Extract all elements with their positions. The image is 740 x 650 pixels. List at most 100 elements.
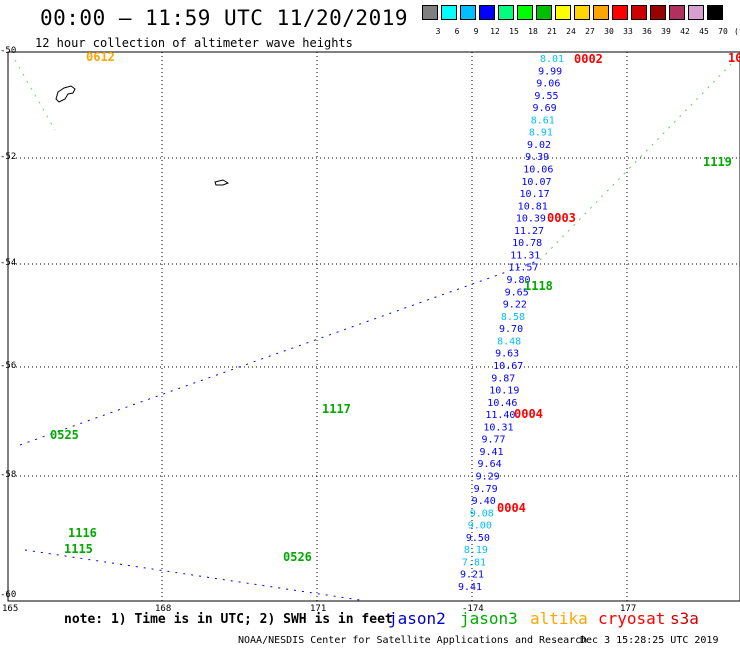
colorbar-label: 3: [435, 27, 441, 36]
colorbar-label: 42: [680, 27, 690, 36]
mission-s3a: s3a: [670, 609, 699, 628]
jason3-west-track: [14, 59, 56, 131]
swh-value: 9.39: [525, 152, 549, 163]
swh-value: 9.00: [468, 521, 492, 532]
swh-value: 9.70: [499, 324, 523, 335]
swh-value: 9.63: [495, 349, 519, 360]
generation-timestamp: Dec 3 15:28:25 UTC 2019: [580, 635, 719, 646]
swh-values: 8.019.99 9.069.559.698.61 8.919.029.39 10.0…: [14, 54, 736, 601]
page-title: 00:00 – 11:59 UTC 11/20/2019: [40, 6, 409, 30]
swh-value: 9.69: [533, 103, 557, 114]
colorbar-swatch: [441, 5, 457, 20]
swh-value: 9.99: [538, 66, 562, 77]
colorbar-label: 9: [473, 27, 479, 36]
mission-altika: altika: [530, 609, 588, 628]
swh-value: 10.17: [520, 189, 550, 200]
colorbar-label: 24: [566, 27, 576, 36]
swh-value: 7.81: [462, 557, 486, 568]
colorbar-swatch: [650, 5, 666, 20]
swh-value: 9.21: [460, 570, 484, 581]
footer-note: note: 1) Time is in UTC; 2) SWH is in fe…: [64, 612, 393, 627]
swh-value: 10.19: [489, 386, 519, 397]
latitude-label: -50: [0, 46, 17, 56]
colorbar-swatch: [593, 5, 609, 20]
swh-value: 8.91: [529, 128, 553, 139]
pass-time-label: 0612: [86, 50, 115, 64]
swh-value: 9.41: [458, 582, 482, 593]
colorbar-swatch: [555, 5, 571, 20]
swh-value: 9.79: [474, 484, 498, 495]
longitude-label: -174: [462, 604, 484, 614]
colorbar-label: 21: [547, 27, 557, 36]
campbell-island: [214, 179, 230, 186]
swh-value: 9.06: [536, 79, 560, 90]
swh-value: 11.57: [508, 263, 538, 274]
latitude-label: -54: [0, 258, 17, 268]
pass-time-label: 10: [728, 51, 740, 65]
swh-value: 9.22: [503, 300, 527, 311]
swh-value: 8.19: [464, 545, 488, 556]
map-frame: [7, 51, 740, 602]
latitude-label: -60: [0, 590, 17, 600]
swh-value: 10.81: [518, 201, 548, 212]
colorbar-label: 18: [528, 27, 538, 36]
latitude-label: -56: [0, 361, 17, 371]
swh-value: 10.67: [493, 361, 523, 372]
swh-value: 11.40: [485, 410, 515, 421]
pass-time-label: 0004: [497, 501, 526, 515]
longitude-label: 165: [2, 604, 19, 614]
colorbar-swatch: [631, 5, 647, 20]
swh-value: 9.65: [505, 287, 529, 298]
islands: [55, 85, 230, 186]
colorbar-swatch: [422, 5, 438, 20]
pass-time-label: 0525: [50, 428, 79, 442]
pass-time-label: 1116: [68, 526, 97, 540]
credit-line: NOAA/NESDIS Center for Satellite Applica…: [238, 635, 588, 646]
colorbar-label: 6: [454, 27, 460, 36]
colorbar-swatch: [574, 5, 590, 20]
colorbar-swatch: [707, 5, 723, 20]
pass-time-label: 0003: [547, 211, 576, 225]
colorbar-label: 36: [642, 27, 652, 36]
graticule: [8, 52, 740, 601]
swh-value: 9.40: [472, 496, 496, 507]
pass-time-label: 1115: [64, 542, 93, 556]
colorbar-label: 27: [585, 27, 595, 36]
swh-value: 8.01: [540, 54, 564, 65]
mission-jason2: jason2: [388, 609, 446, 628]
colorbar-label: 45: [699, 27, 709, 36]
pass-time-labels: 0612 0002 0003 0004 0004 1119 1118 1117 0525 1116…: [50, 50, 740, 564]
mission-cryosat: cryosat: [598, 609, 666, 628]
swh-value: 8.58: [501, 312, 525, 323]
auckland-islands: [55, 85, 76, 103]
colorbar-swatch: [536, 5, 552, 20]
swh-value: 9.02: [527, 140, 551, 151]
swh-value: 9.50: [466, 533, 490, 544]
swh-value: 9.08: [470, 508, 494, 519]
colorbar-swatch: [460, 5, 476, 20]
pass-time-label: 1119: [703, 155, 732, 169]
swh-value: 9.64: [478, 459, 502, 470]
swh-value: 10.39: [516, 214, 546, 225]
longitude-label: 168: [155, 604, 172, 614]
latitude-label: -52: [0, 152, 17, 162]
colorbar-swatch: [612, 5, 628, 20]
colorbar-label: 30: [604, 27, 614, 36]
colorbar-label: 12: [490, 27, 500, 36]
longitude-label: 171: [310, 604, 327, 614]
pass-time-label: 1118: [524, 279, 553, 293]
page-subtitle: 12 hour collection of altimeter wave hei…: [35, 36, 353, 50]
swh-value: 10.06: [523, 165, 553, 176]
swh-value: 9.80: [507, 275, 531, 286]
swh-value: 9.41: [479, 447, 503, 458]
jason3-ascending-track: [539, 59, 736, 261]
swh-value: 9.87: [491, 373, 515, 384]
swh-value: 9.55: [534, 91, 558, 102]
swh-value: 10.78: [512, 238, 542, 249]
pass-time-label: 1117: [322, 402, 351, 416]
colorbar-swatch: [669, 5, 685, 20]
swh-value: 9.29: [476, 471, 500, 482]
longitude-label: 177: [620, 604, 637, 614]
colorbar-label: 70: [718, 27, 728, 36]
